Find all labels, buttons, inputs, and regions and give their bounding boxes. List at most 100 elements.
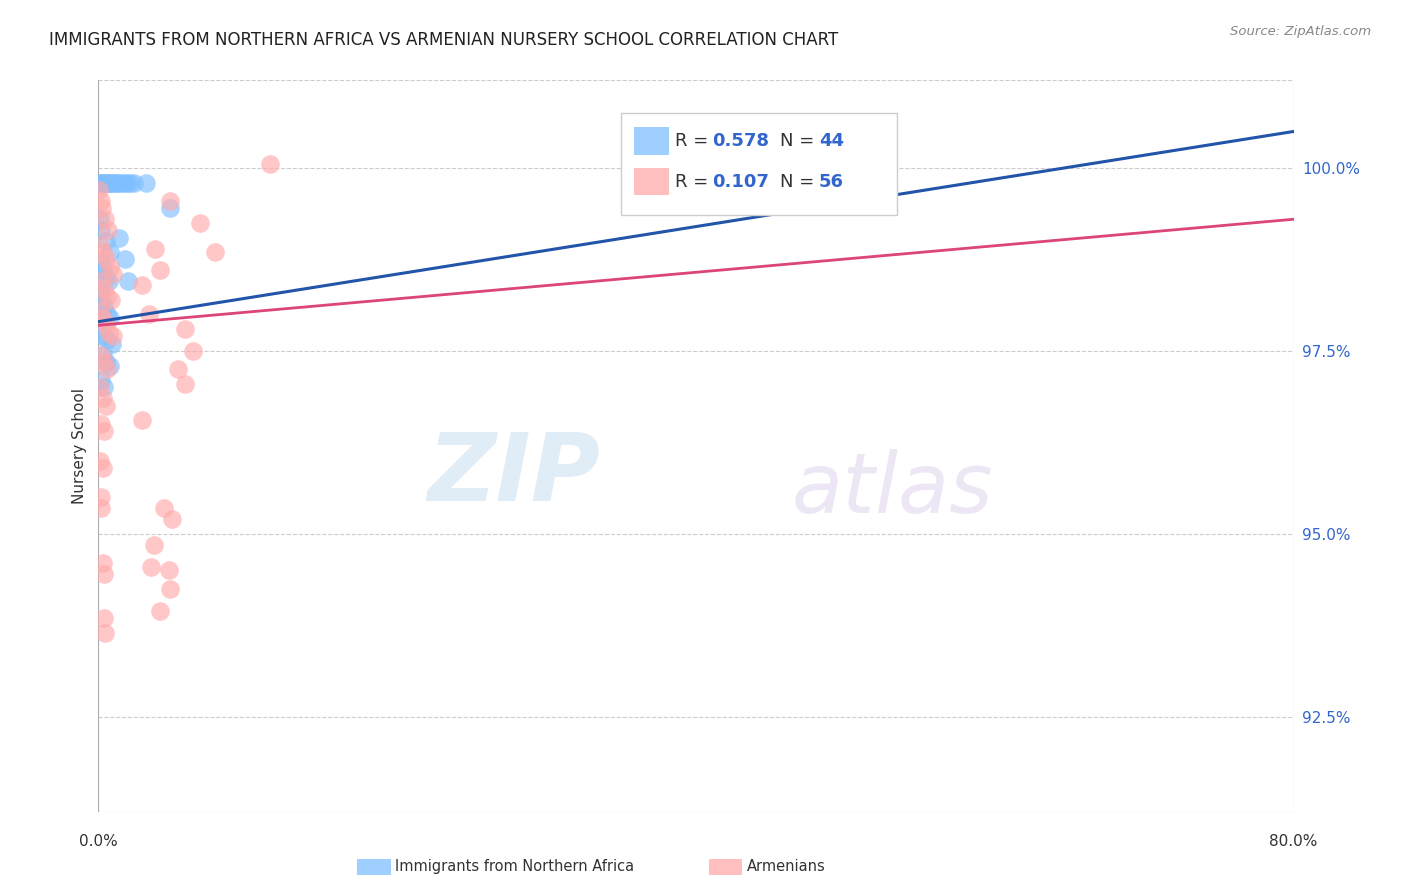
Point <box>131 278 153 293</box>
Point <box>91 348 114 362</box>
Text: 44: 44 <box>818 132 844 150</box>
Point <box>101 267 124 281</box>
Point <box>91 556 114 570</box>
Point <box>90 373 112 387</box>
Point <box>91 311 114 326</box>
Text: atlas: atlas <box>792 450 993 531</box>
Point <box>149 604 172 618</box>
Text: R =: R = <box>675 172 714 191</box>
Point <box>90 223 112 237</box>
Point <box>93 282 115 296</box>
Point <box>124 176 146 190</box>
Text: N =: N = <box>780 132 820 150</box>
Point <box>90 256 112 270</box>
Point <box>96 307 118 321</box>
Point <box>94 318 117 333</box>
Point <box>89 238 111 252</box>
Point <box>94 252 117 267</box>
Point <box>90 322 112 336</box>
Point <box>98 359 121 373</box>
Point <box>90 417 112 431</box>
Text: Armenians: Armenians <box>747 859 825 873</box>
Point <box>101 176 124 190</box>
Point <box>110 176 132 190</box>
Point <box>89 303 111 318</box>
Point <box>91 176 114 190</box>
Text: ZIP: ZIP <box>427 429 600 521</box>
Point <box>98 260 121 274</box>
Point <box>174 376 197 391</box>
Point <box>93 355 115 369</box>
Point <box>159 582 181 596</box>
Point <box>166 362 188 376</box>
Point <box>93 176 115 190</box>
Y-axis label: Nursery School: Nursery School <box>72 388 87 504</box>
Point <box>96 289 118 303</box>
Point <box>259 157 281 171</box>
Text: Immigrants from Northern Africa: Immigrants from Northern Africa <box>395 859 634 873</box>
Point <box>100 293 122 307</box>
Point <box>89 176 111 190</box>
Point <box>93 300 115 314</box>
Point <box>149 263 172 277</box>
Point <box>90 275 112 289</box>
Point <box>159 194 181 208</box>
Point <box>98 311 122 326</box>
Point <box>90 490 112 504</box>
Point <box>160 512 183 526</box>
Point <box>97 223 120 237</box>
Point <box>115 176 138 190</box>
Point <box>131 413 153 427</box>
Point <box>112 176 135 190</box>
Point <box>135 176 157 190</box>
Text: 0.0%: 0.0% <box>79 834 118 849</box>
Point <box>118 176 141 190</box>
Point <box>104 176 127 190</box>
Point <box>91 392 114 406</box>
Text: 0.107: 0.107 <box>711 172 769 191</box>
Point <box>174 322 197 336</box>
Point <box>89 183 111 197</box>
Point <box>94 355 117 369</box>
Point <box>97 326 120 340</box>
Point <box>89 453 111 467</box>
Point <box>188 216 211 230</box>
Point <box>103 329 125 343</box>
Point <box>107 176 129 190</box>
Text: N =: N = <box>780 172 820 191</box>
Point <box>94 176 117 190</box>
Point <box>93 380 115 394</box>
Point <box>93 567 115 582</box>
Point <box>108 230 131 244</box>
Point <box>94 212 117 227</box>
Point <box>93 425 115 439</box>
Point <box>157 563 180 577</box>
Point <box>94 625 117 640</box>
Point <box>89 285 111 300</box>
Point <box>181 343 204 358</box>
Point <box>90 348 112 362</box>
Point <box>97 176 120 190</box>
Point <box>91 461 114 475</box>
Point <box>117 275 139 289</box>
Point <box>204 245 226 260</box>
Point <box>143 242 166 256</box>
Text: 56: 56 <box>818 172 844 191</box>
Point <box>98 176 121 190</box>
Point <box>103 176 125 190</box>
Point <box>91 293 114 307</box>
Point <box>94 234 117 248</box>
Text: IMMIGRANTS FROM NORTHERN AFRICA VS ARMENIAN NURSERY SCHOOL CORRELATION CHART: IMMIGRANTS FROM NORTHERN AFRICA VS ARMEN… <box>49 31 838 49</box>
Point <box>89 212 111 227</box>
Point <box>90 194 112 208</box>
Point <box>94 270 117 285</box>
Point <box>138 307 160 321</box>
Text: Source: ZipAtlas.com: Source: ZipAtlas.com <box>1230 25 1371 38</box>
Point <box>142 538 165 552</box>
Point <box>91 202 114 216</box>
Point <box>97 275 120 289</box>
Point <box>96 362 118 376</box>
Text: 0.578: 0.578 <box>711 132 769 150</box>
Point <box>93 611 115 625</box>
Point <box>94 399 117 413</box>
